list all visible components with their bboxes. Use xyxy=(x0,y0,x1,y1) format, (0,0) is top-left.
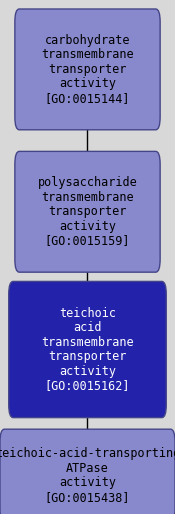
FancyBboxPatch shape xyxy=(15,9,160,130)
Text: teichoic-acid-transporting
ATPase
activity
[GO:0015438]: teichoic-acid-transporting ATPase activi… xyxy=(0,447,175,504)
FancyBboxPatch shape xyxy=(9,282,166,417)
Text: polysaccharide
transmembrane
transporter
activity
[GO:0015159]: polysaccharide transmembrane transporter… xyxy=(38,176,137,247)
FancyBboxPatch shape xyxy=(0,429,175,514)
Text: carbohydrate
transmembrane
transporter
activity
[GO:0015144]: carbohydrate transmembrane transporter a… xyxy=(41,34,134,105)
FancyBboxPatch shape xyxy=(15,152,160,272)
Text: teichoic
acid
transmembrane
transporter
activity
[GO:0015162]: teichoic acid transmembrane transporter … xyxy=(41,307,134,392)
